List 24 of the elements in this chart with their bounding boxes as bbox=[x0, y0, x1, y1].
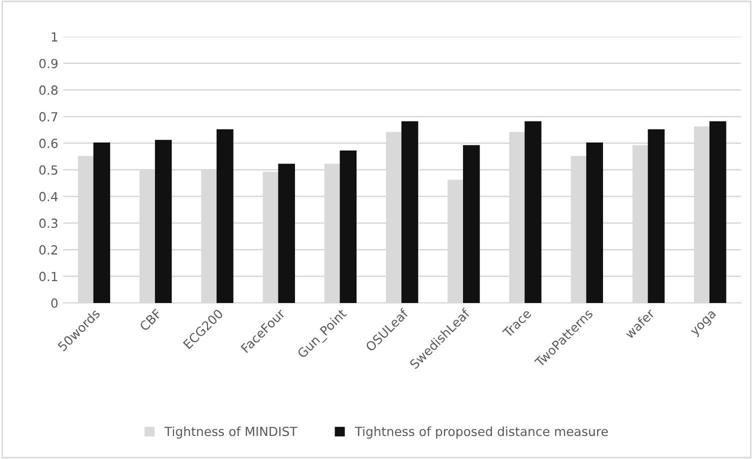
y-tick-label: 0.4 bbox=[39, 192, 58, 202]
bar bbox=[709, 121, 726, 303]
bar bbox=[586, 142, 604, 303]
bar bbox=[340, 150, 357, 303]
y-tick-label: 0.2 bbox=[39, 245, 58, 255]
y-tick-label: 0 bbox=[51, 298, 58, 308]
y-tick-label: 0.5 bbox=[39, 165, 58, 175]
y-tick-label: 1 bbox=[52, 32, 58, 42]
bar bbox=[648, 129, 665, 303]
bar bbox=[278, 164, 295, 303]
y-tick-label: 0.3 bbox=[39, 218, 58, 228]
bar bbox=[401, 121, 418, 303]
y-tick-label: 0.1 bbox=[39, 272, 58, 282]
bar bbox=[154, 140, 172, 303]
y-tick-label: 0.7 bbox=[39, 112, 58, 122]
bar bbox=[463, 145, 480, 303]
bar bbox=[93, 142, 110, 303]
y-tick-label: 0.9 bbox=[39, 58, 58, 68]
y-tick-label: 0.6 bbox=[39, 138, 58, 148]
y-tick-label: 0.8 bbox=[39, 85, 58, 95]
legend-label: Tightness of MINDIST bbox=[164, 426, 298, 439]
bar bbox=[216, 129, 234, 303]
bar bbox=[524, 121, 542, 303]
legend-label: Tightness of proposed distance measure bbox=[354, 426, 608, 439]
